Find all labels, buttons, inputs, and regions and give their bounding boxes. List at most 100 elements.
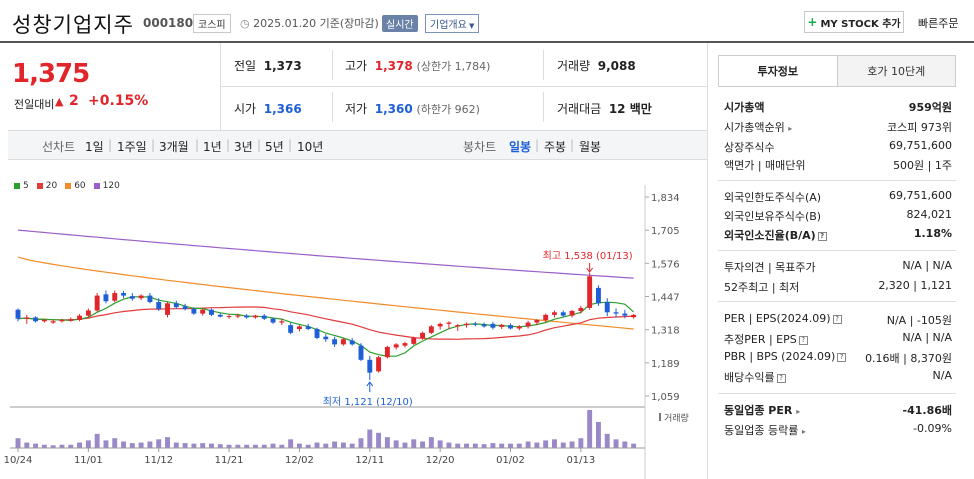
- tab-monthly[interactable]: 월봉: [579, 140, 602, 154]
- candle-body: [314, 328, 320, 338]
- x-tick-label: 11/01: [74, 455, 103, 466]
- low-price: 저가 1,360 (하한가 962): [345, 100, 480, 117]
- info-row: 외국인한도주식수(A) 69,751,600: [724, 189, 952, 205]
- candle-body: [569, 311, 575, 316]
- caret-right-icon: ▸: [801, 427, 806, 436]
- divider: [543, 50, 544, 80]
- candle-body: [543, 314, 549, 320]
- candle-body: [376, 357, 382, 372]
- candle-body: [578, 307, 584, 312]
- volume-bar: [499, 443, 505, 448]
- tab-10y[interactable]: 10년: [297, 140, 324, 154]
- info-value: N/A: [932, 369, 952, 382]
- candle-body: [552, 312, 557, 315]
- divider: [718, 180, 956, 181]
- info-key: PBR | BPS (2024.09)?: [724, 350, 847, 366]
- info-key: 액면가 | 매매단위: [724, 159, 806, 172]
- lower-limit: (하한가 962): [416, 103, 480, 116]
- volume-bar: [455, 443, 461, 448]
- info-key: 외국인소진율(B/A)?: [724, 227, 827, 243]
- legend-label: 120: [102, 181, 120, 191]
- info-key: 투자의견 | 목표주가: [724, 261, 816, 274]
- volume-bar: [156, 439, 162, 448]
- volume: 거래량 9,088: [557, 57, 636, 74]
- mystock-add-button[interactable]: + MY STOCK 추가: [804, 11, 904, 33]
- prev-label: 전일: [234, 59, 257, 73]
- volume-bar: [420, 441, 426, 448]
- tab-1d[interactable]: 1일: [85, 140, 104, 154]
- tab-1y[interactable]: 1년: [203, 140, 222, 154]
- info-key-text: 시가총액순위: [724, 121, 785, 134]
- info-value: 959억원: [908, 101, 952, 114]
- y-tick-label: 1,189: [651, 359, 680, 370]
- info-key-text: 추정PER | EPS: [724, 333, 797, 346]
- candle-body: [525, 322, 531, 327]
- prev-close: 전일 1,373: [234, 57, 302, 74]
- high-arrow-head: [586, 267, 594, 273]
- candle-body: [200, 309, 206, 314]
- volume-bar: [173, 442, 179, 448]
- candle-body: [279, 321, 285, 323]
- tab-investment-info[interactable]: 투자정보: [719, 56, 838, 86]
- info-value: -41.86배: [902, 404, 952, 417]
- candle-body: [437, 323, 443, 327]
- info-row: 추정PER | EPS? N/A | N/A: [724, 331, 952, 347]
- volume-bar: [367, 429, 373, 448]
- divider: [718, 301, 956, 302]
- open-label: 시가: [234, 102, 257, 116]
- volume-bar: [200, 443, 206, 448]
- volume-bar: [244, 444, 250, 448]
- upper-limit: (상한가 1,784): [416, 60, 491, 73]
- volume-bar: [587, 410, 593, 448]
- legend-label: 5: [23, 181, 29, 191]
- volume-bar: [332, 441, 338, 448]
- candle-body: [270, 318, 276, 323]
- info-value: N/A | -105원: [886, 314, 952, 327]
- tab-weekly[interactable]: 주봉: [544, 140, 567, 154]
- candle-body: [411, 337, 417, 344]
- info-key-text: 배당수익률: [724, 371, 775, 384]
- info-key: 동일업종 등락률 ▸: [724, 422, 806, 438]
- info-key: PER | EPS(2024.09)?: [724, 312, 842, 328]
- candle-chart-label: 봉차트: [463, 140, 497, 154]
- tab-3m[interactable]: 3개월: [159, 140, 189, 154]
- x-tick-label: 01/13: [566, 455, 595, 466]
- realtime-button[interactable]: 실시간: [382, 15, 418, 32]
- candle-body: [481, 324, 487, 327]
- tab-hoga-10[interactable]: 호가 10단계: [837, 56, 955, 86]
- help-icon[interactable]: ?: [798, 335, 808, 345]
- help-icon[interactable]: ?: [776, 373, 786, 383]
- info-value: 1.18%: [913, 227, 952, 240]
- volume-bar: [349, 443, 355, 448]
- volume-bar: [138, 442, 144, 448]
- help-icon[interactable]: ?: [837, 352, 847, 362]
- tab-1w[interactable]: 1주일: [117, 140, 147, 154]
- volume-bar: [41, 444, 47, 448]
- low-value: 1,360: [374, 102, 413, 116]
- line-chart-label: 선차트: [42, 140, 76, 154]
- tab-5y[interactable]: 5년: [265, 140, 284, 154]
- help-icon[interactable]: ?: [832, 314, 842, 324]
- info-value: 69,751,600: [889, 139, 952, 152]
- info-key: 추정PER | EPS?: [724, 331, 808, 347]
- market-badge: 코스피: [193, 14, 231, 33]
- fast-order-link[interactable]: 빠른주문: [918, 17, 959, 30]
- legend-ma20: 20: [36, 181, 57, 191]
- tab-separator: |: [535, 138, 540, 152]
- change-percent: +0.15%: [88, 93, 149, 109]
- volume-bar: [402, 442, 408, 448]
- info-value: -0.09%: [913, 422, 952, 435]
- tab-3y[interactable]: 3년: [234, 140, 253, 154]
- tab-daily[interactable]: 일봉: [509, 140, 532, 154]
- candle-body: [156, 302, 162, 309]
- info-row: 투자의견 | 목표주가 N/A | N/A: [724, 259, 952, 275]
- help-icon[interactable]: ?: [817, 231, 827, 241]
- change-value: 2: [69, 93, 79, 109]
- candle-body: [244, 315, 250, 318]
- candle-body: [138, 295, 144, 299]
- company-info-dropdown[interactable]: 기업개요 ▼: [425, 14, 480, 33]
- date-text: ◷ 2025.01.20 기준(장마감): [240, 15, 379, 31]
- info-key: 동일업종 PER ▸: [724, 402, 800, 418]
- price-chart[interactable]: 1,834 1,705 1,576 1,447 1,318 1,189 1,059 최고 1,…: [0, 185, 707, 479]
- volume-bar: [622, 441, 628, 448]
